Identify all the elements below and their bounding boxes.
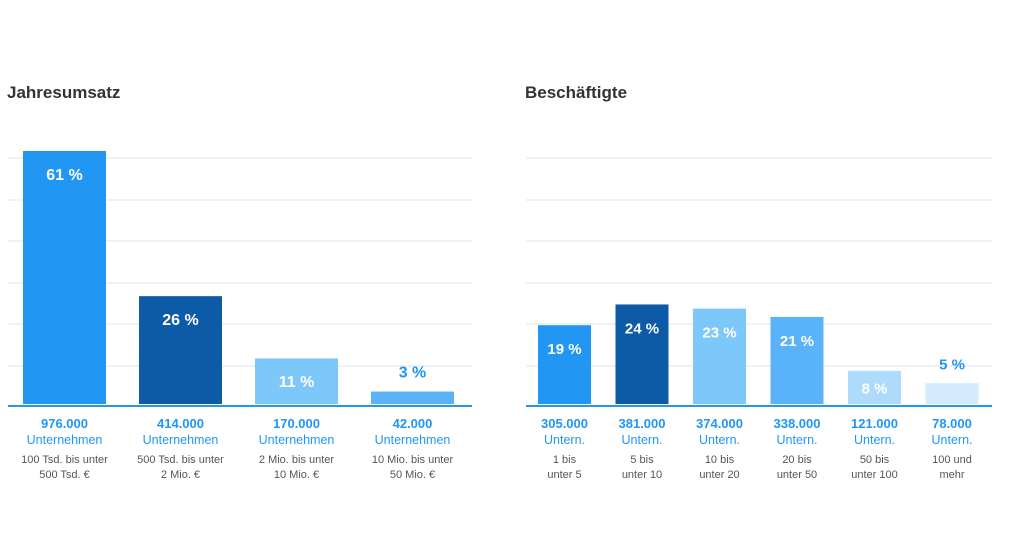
bar-percent-label: 21 % [780, 333, 814, 350]
category-label-line2: 500 Tsd. € [39, 469, 90, 481]
bar-count-label: 338.000 [774, 416, 821, 431]
bar-unit-label: Untern. [699, 433, 740, 447]
category-label-line2: unter 100 [851, 469, 897, 481]
bar [255, 358, 338, 404]
bar-unit-label: Unternehmen [27, 433, 103, 447]
bar [848, 370, 901, 404]
bar [371, 391, 454, 404]
category-label-line1: 5 bis [630, 454, 654, 466]
bar [693, 308, 746, 404]
bar-unit-label: Untern. [622, 433, 663, 447]
bar-count-label: 374.000 [696, 416, 743, 431]
bar-percent-label: 24 % [625, 320, 659, 337]
bar-percent-label: 5 % [939, 356, 965, 373]
bar-percent-label: 61 % [46, 167, 82, 184]
bar-percent-label: 19 % [547, 341, 581, 358]
bar [770, 316, 824, 404]
bar-unit-label: Untern. [777, 433, 818, 447]
category-label-line1: 50 bis [860, 454, 890, 466]
chart-panel-2: Beschäftigte 19 % 305.000 Untern. 1 bis unter… [525, 83, 992, 481]
category-label-line2: unter 20 [699, 469, 739, 481]
category-label-line1: 1 bis [553, 454, 577, 466]
category-label-line1: 100 und [932, 454, 972, 466]
bar-count-label: 78.000 [932, 416, 972, 431]
bar-unit-label: Unternehmen [259, 433, 335, 447]
category-label-line2: 50 Mio. € [390, 469, 435, 481]
bar-count-label: 976.000 [41, 416, 88, 431]
bar [538, 325, 591, 404]
bar-count-label: 381.000 [619, 416, 666, 431]
bar [23, 151, 106, 404]
bar-count-label: 121.000 [851, 416, 898, 431]
bar [139, 296, 222, 404]
chart-title: Beschäftigte [525, 83, 627, 102]
chart-panel-1: Jahresumsatz 61 % 976.000 Unternehmen 100 Ts… [7, 83, 472, 481]
bar-count-label: 305.000 [541, 416, 588, 431]
category-label-line1: 2 Mio. bis unter [259, 454, 335, 466]
bar-percent-label: 11 % [279, 374, 315, 391]
bar-unit-label: Untern. [932, 433, 973, 447]
bar [615, 304, 669, 404]
category-label-line1: 100 Tsd. bis unter [21, 454, 108, 466]
bar-unit-label: Unternehmen [375, 433, 451, 447]
category-label-line1: 500 Tsd. bis unter [137, 454, 224, 466]
bar-count-label: 414.000 [157, 416, 204, 431]
bar-percent-label: 8 % [862, 380, 888, 397]
bar-percent-label: 26 % [162, 312, 198, 329]
bar-count-label: 170.000 [273, 416, 320, 431]
category-label-line1: 20 bis [782, 454, 812, 466]
category-label-line2: unter 5 [547, 469, 581, 481]
category-label-line2: unter 10 [622, 469, 662, 481]
category-label-line1: 10 Mio. bis unter [372, 454, 454, 466]
category-label-line2: 2 Mio. € [161, 469, 200, 481]
bar-count-label: 42.000 [393, 416, 433, 431]
bar [925, 383, 979, 404]
bar-unit-label: Untern. [544, 433, 585, 447]
bar-unit-label: Untern. [854, 433, 895, 447]
category-label-line2: unter 50 [777, 469, 817, 481]
chart-title: Jahresumsatz [7, 83, 120, 102]
bar-unit-label: Unternehmen [143, 433, 219, 447]
bar-percent-label: 3 % [399, 365, 427, 382]
category-label-line1: 10 bis [705, 454, 735, 466]
category-label-line2: mehr [939, 469, 964, 481]
category-label-line2: 10 Mio. € [274, 469, 319, 481]
bar-percent-label: 23 % [702, 325, 736, 342]
